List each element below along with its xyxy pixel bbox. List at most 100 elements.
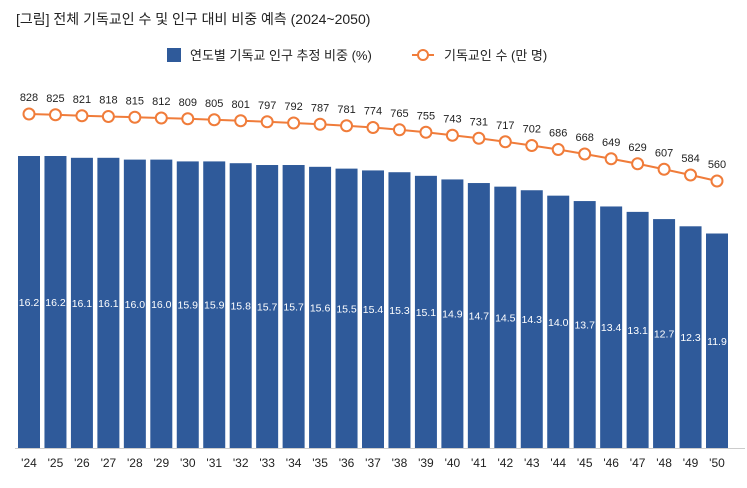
line-value-label: 743 — [443, 113, 461, 125]
bar-value-label: 16.2 — [19, 297, 40, 309]
x-tick-label: '41 — [471, 456, 487, 470]
line-marker — [445, 128, 459, 142]
line-value-label: 702 — [523, 124, 541, 136]
legend-line-label: 기독교인 수 (만 명) — [444, 48, 548, 63]
line-marker — [22, 107, 36, 121]
bar-value-label: 16.2 — [45, 297, 66, 309]
bar — [97, 157, 120, 448]
bar-value-label: 14.9 — [442, 309, 463, 321]
line-marker — [392, 123, 406, 137]
bar — [335, 168, 358, 448]
line-value-label: 560 — [708, 159, 726, 171]
line-value-label: 584 — [681, 153, 699, 165]
x-tick-label: '50 — [709, 456, 725, 470]
bar-series — [18, 156, 728, 449]
bar-swatch-icon — [167, 47, 181, 62]
line-value-label: 809 — [179, 97, 197, 109]
x-tick-label: '48 — [656, 456, 672, 470]
x-tick-label: '24 — [21, 456, 37, 470]
line-value-label: 731 — [470, 116, 488, 128]
line-marker — [207, 113, 221, 127]
bar — [388, 172, 411, 448]
x-tick-label: '46 — [603, 456, 619, 470]
bar — [229, 163, 252, 448]
x-tick-label: '37 — [365, 456, 381, 470]
bar-value-label: 14.0 — [548, 317, 569, 329]
bar-value-label: 11.9 — [707, 336, 727, 348]
line-marker — [419, 125, 433, 139]
line-value-label: 797 — [258, 100, 276, 112]
line-marker — [657, 162, 671, 176]
x-tick-label: '29 — [153, 456, 169, 470]
line-marker — [710, 174, 724, 188]
line-value-label: 765 — [390, 108, 408, 120]
bar-value-label: 15.4 — [363, 304, 384, 316]
line-value-label: 818 — [99, 95, 117, 107]
line-value-label: 825 — [46, 93, 64, 105]
x-tick-label: '28 — [127, 456, 143, 470]
x-axis-labels: '24 '25 '26 '27 '28 '29 '30 '31 '32 '33 '34 '35 '36 '… — [21, 456, 725, 470]
bar-value-label: 13.7 — [574, 320, 595, 332]
bar-value-label: 15.8 — [230, 301, 251, 313]
bar — [520, 190, 543, 448]
bar-value-label: 13.1 — [627, 325, 648, 337]
x-tick-label: '34 — [286, 456, 302, 470]
legend: 연도별 기독교 인구 추정 비중 (%) 기독교인 수 (만 명) — [0, 45, 747, 67]
line-marker — [101, 110, 115, 123]
line-value-label: 781 — [337, 104, 355, 116]
line-marker — [684, 168, 698, 182]
bar-value-label: 13.4 — [601, 322, 622, 334]
bar-data-labels: 16.2 16.2 16.1 16.1 16.0 16.0 15.9 15.9 15.8 15.7… — [19, 297, 727, 348]
bar — [123, 159, 146, 449]
bar — [309, 166, 332, 448]
line-marker — [313, 117, 327, 131]
x-tick-label: '43 — [524, 456, 540, 470]
line-marker — [340, 119, 354, 133]
legend-bar-label: 연도별 기독교 인구 추정 비중 (%) — [190, 48, 372, 63]
line-marker — [75, 109, 89, 123]
bar-value-label: 14.7 — [469, 311, 490, 323]
x-tick-label: '39 — [418, 456, 434, 470]
bar-value-label: 12.7 — [654, 329, 675, 341]
bar — [414, 175, 437, 449]
line-value-label: 801 — [232, 99, 250, 111]
line-value-label: 828 — [20, 92, 38, 104]
x-tick-label: '26 — [74, 456, 90, 470]
x-tick-label: '32 — [233, 456, 249, 470]
bar — [573, 201, 596, 448]
line-marker — [604, 152, 618, 166]
bar — [626, 211, 649, 448]
line-value-label: 792 — [284, 101, 302, 113]
bar — [203, 161, 226, 448]
x-tick-label: '38 — [392, 456, 408, 470]
bar — [18, 156, 40, 448]
bar-value-label: 16.0 — [125, 299, 146, 311]
bar-value-label: 15.7 — [283, 302, 304, 314]
x-tick-label: '45 — [577, 456, 593, 470]
line-value-label: 815 — [126, 95, 144, 107]
chart-title: [그림] 전체 기독교인 수 및 인구 대비 비중 예측 (2024~2050) — [16, 11, 371, 27]
x-tick-label: '35 — [312, 456, 328, 470]
line-marker — [525, 139, 539, 152]
line-value-label: 717 — [496, 120, 514, 132]
line-marker — [472, 131, 486, 145]
x-tick-label: '30 — [180, 456, 196, 470]
x-tick-label: '36 — [339, 456, 355, 470]
line-value-label: 821 — [73, 94, 91, 106]
bar-value-label: 15.6 — [310, 302, 331, 314]
line-value-label: 629 — [628, 142, 646, 154]
line-marker — [260, 115, 274, 129]
bar — [70, 157, 93, 448]
line-marker — [287, 116, 301, 130]
line-marker — [154, 111, 168, 125]
x-tick-label: '40 — [445, 456, 461, 470]
line-data-labels: 828 825 821 818 815 812 809 805 801 797 792 787 781 7… — [20, 92, 726, 171]
line-value-label: 607 — [655, 147, 673, 159]
x-tick-label: '25 — [48, 456, 64, 470]
line-value-label: 755 — [417, 110, 435, 122]
bar-value-label: 15.7 — [257, 302, 278, 314]
line-marker — [128, 110, 142, 124]
bar-value-label: 16.1 — [72, 298, 93, 310]
bar — [494, 186, 517, 448]
